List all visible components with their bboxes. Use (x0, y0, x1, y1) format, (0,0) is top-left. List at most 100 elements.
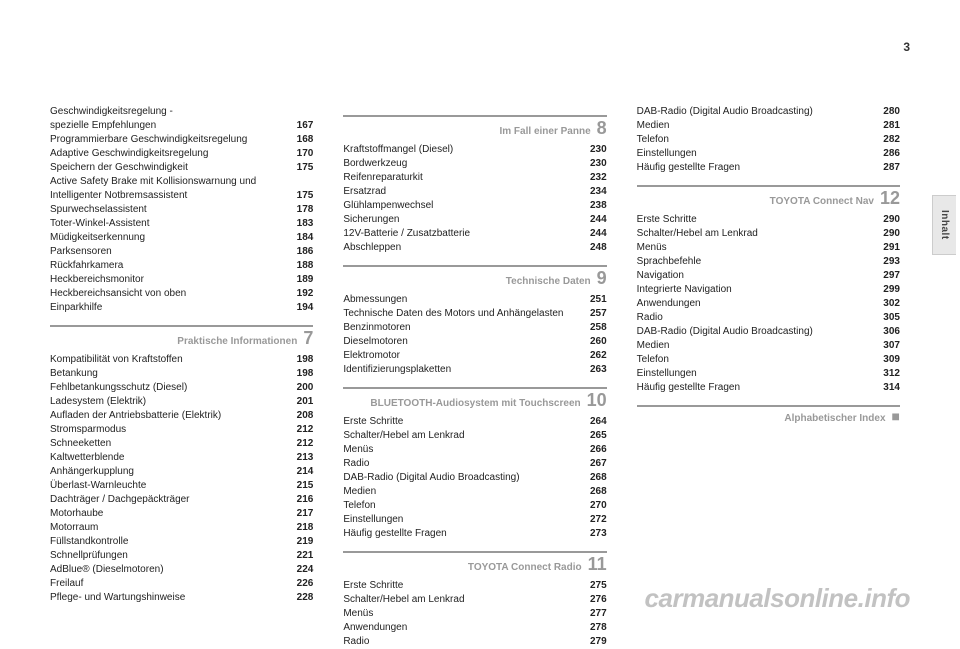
toc-entry-page: 270 (579, 499, 607, 513)
toc-entry-page: 198 (285, 367, 313, 381)
toc-entry-label: Erste Schritte (343, 415, 578, 429)
toc-entry-page: 291 (872, 241, 900, 255)
section-header: Praktische Informationen7 (50, 325, 313, 347)
toc-entry-page: 212 (285, 423, 313, 437)
section-header: Im Fall einer Panne 8 (343, 115, 606, 137)
toc-entry: Navigation297 (637, 269, 900, 283)
toc-column-1: Geschwindigkeitsregelung -spezielle Empf… (50, 105, 313, 629)
toc-entry: Geschwindigkeitsregelung - (50, 105, 313, 119)
toc-entry: Medien281 (637, 119, 900, 133)
toc-entry: Integrierte Navigation299 (637, 283, 900, 297)
section-title-row: Alphabetischer Index■ (637, 409, 900, 424)
toc-entry-page: 183 (285, 217, 313, 231)
toc-entry: spezielle Empfehlungen167 (50, 119, 313, 133)
toc-entry-label: Füllstandkontrolle (50, 535, 285, 549)
toc-entry-label: Häufig gestellte Fragen (343, 527, 578, 541)
toc-entry-label: 12V-Batterie / Zusatzbatterie (343, 227, 578, 241)
toc-entry-page: 260 (579, 335, 607, 349)
toc-entry-label: spezielle Empfehlungen (50, 119, 285, 133)
toc-entry-page: 232 (579, 171, 607, 185)
toc-entry-page: 189 (285, 273, 313, 287)
toc-entry-page: 302 (872, 297, 900, 311)
toc-entry: Anwendungen302 (637, 297, 900, 311)
toc-entry: Müdigkeitserkennung184 (50, 231, 313, 245)
section-title-row: BLUETOOTH-Audiosystem mit Touchscreen10 (343, 391, 606, 409)
toc-entry-page: 168 (285, 133, 313, 147)
toc-entry-page: 266 (579, 443, 607, 457)
toc-entry-page: 218 (285, 521, 313, 535)
toc-entry-page: 224 (285, 563, 313, 577)
toc-entry-page: 200 (285, 381, 313, 395)
toc-entry-label: Motorhaube (50, 507, 285, 521)
toc-entry-page: 263 (579, 363, 607, 377)
toc-entry: Schnellprüfungen221 (50, 549, 313, 563)
toc-entry: Benzinmotoren258 (343, 321, 606, 335)
toc-entry-label: Dachträger / Dachgepäckträger (50, 493, 285, 507)
toc-entry-page: 258 (579, 321, 607, 335)
toc-entry: Betankung198 (50, 367, 313, 381)
toc-entry-page: 198 (285, 353, 313, 367)
toc-entry: Anhängerkupplung214 (50, 465, 313, 479)
toc-entry: Erste Schritte264 (343, 415, 606, 429)
toc-entry-label: Pflege- und Wartungshinweise (50, 591, 285, 605)
section-number: 12 (880, 189, 900, 207)
toc-entry: Häufig gestellte Fragen287 (637, 161, 900, 175)
toc-entry-label: DAB-Radio (Digital Audio Broadcasting) (637, 325, 872, 339)
toc-entry-label: Spurwechselassistent (50, 203, 285, 217)
toc-entry: Medien307 (637, 339, 900, 353)
toc-entry-label: Elektromotor (343, 349, 578, 363)
toc-entry-label: Schalter/Hebel am Lenkrad (343, 593, 578, 607)
toc-entry-page: 278 (579, 621, 607, 635)
toc-entry: Füllstandkontrolle219 (50, 535, 313, 549)
toc-entry: Menüs291 (637, 241, 900, 255)
toc-entry: Abschleppen248 (343, 241, 606, 255)
toc-entry-page: 314 (872, 381, 900, 395)
toc-entry-label: Active Safety Brake mit Kollisionswarnun… (50, 175, 285, 189)
section-divider (343, 115, 606, 117)
toc-entry-label: Technische Daten des Motors und Anhängel… (343, 307, 578, 321)
toc-entry-label: Einstellungen (343, 513, 578, 527)
page-number: 3 (903, 40, 910, 54)
toc-entry: DAB-Radio (Digital Audio Broadcasting)26… (343, 471, 606, 485)
toc-entry-label: Sprachbefehle (637, 255, 872, 269)
toc-entry: Telefon309 (637, 353, 900, 367)
toc-entry-label: Abmessungen (343, 293, 578, 307)
toc-entry: Freilauf226 (50, 577, 313, 591)
toc-entry: Erste Schritte290 (637, 213, 900, 227)
toc-entry-label: Bordwerkzeug (343, 157, 578, 171)
toc-entry-label: AdBlue® (Dieselmotoren) (50, 563, 285, 577)
toc-entry-label: Stromsparmodus (50, 423, 285, 437)
toc-entry-page: 175 (285, 189, 313, 203)
section-divider (50, 325, 313, 327)
toc-entry: Telefon270 (343, 499, 606, 513)
toc-entry-label: Dieselmotoren (343, 335, 578, 349)
toc-entry-page: 184 (285, 231, 313, 245)
toc-entry-label: Abschleppen (343, 241, 578, 255)
section-title-row: Praktische Informationen7 (50, 329, 313, 347)
section-number: 8 (597, 119, 607, 137)
section-title: Technische Daten (506, 276, 591, 287)
toc-entry-label: Einstellungen (637, 367, 872, 381)
toc-entry: Intelligenter Notbremsassistent175 (50, 189, 313, 203)
toc-entry-label: Menüs (637, 241, 872, 255)
toc-entry: DAB-Radio (Digital Audio Broadcasting)30… (637, 325, 900, 339)
toc-entry: Erste Schritte275 (343, 579, 606, 593)
toc-entry: Radio267 (343, 457, 606, 471)
section-title: Im Fall einer Panne (499, 126, 590, 137)
toc-entry: AdBlue® (Dieselmotoren)224 (50, 563, 313, 577)
toc-entry-label: Kompatibilität von Kraftstoffen (50, 353, 285, 367)
section-divider (637, 185, 900, 187)
section-header: Technische Daten9 (343, 265, 606, 287)
toc-entry-page: 201 (285, 395, 313, 409)
toc-entry: Häufig gestellte Fragen314 (637, 381, 900, 395)
toc-entry-label: Schneeketten (50, 437, 285, 451)
section-number: ■ (892, 409, 900, 423)
toc-entry-label: Sicherungen (343, 213, 578, 227)
toc-entry-page: 287 (872, 161, 900, 175)
toc-entry: Glühlampenwechsel238 (343, 199, 606, 213)
toc-entry-label: Häufig gestellte Fragen (637, 381, 872, 395)
section-header: Alphabetischer Index■ (637, 405, 900, 424)
toc-entry-page: 192 (285, 287, 313, 301)
toc-entry: Heckbereichsmonitor189 (50, 273, 313, 287)
toc-entry-label: Müdigkeitserkennung (50, 231, 285, 245)
